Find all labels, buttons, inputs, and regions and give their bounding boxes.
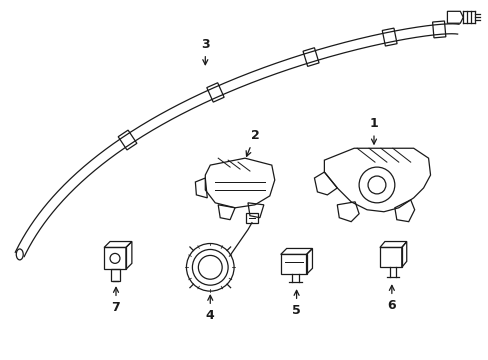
Text: 3: 3 [201, 38, 209, 65]
Polygon shape [118, 130, 137, 150]
Text: 1: 1 [369, 117, 378, 144]
Polygon shape [206, 83, 224, 102]
Text: 7: 7 [111, 287, 120, 314]
Text: 5: 5 [292, 291, 300, 317]
Text: 2: 2 [245, 129, 259, 156]
Polygon shape [303, 48, 318, 66]
Text: 4: 4 [205, 295, 214, 322]
Text: 6: 6 [387, 285, 395, 312]
Polygon shape [382, 28, 396, 46]
Polygon shape [432, 21, 445, 38]
